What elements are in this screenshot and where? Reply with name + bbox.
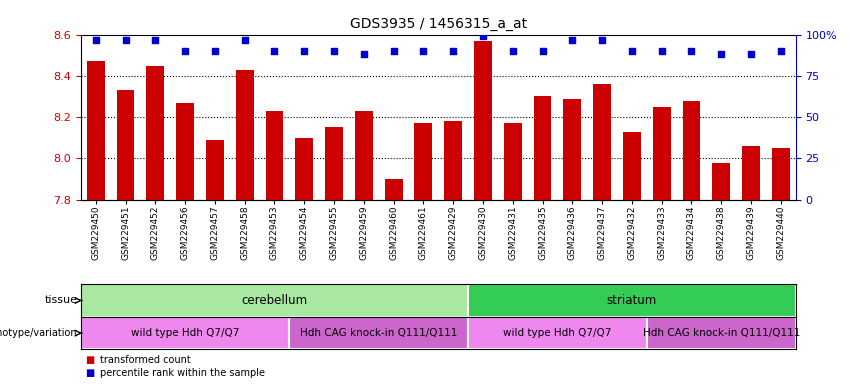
Text: wild type Hdh Q7/Q7: wild type Hdh Q7/Q7: [503, 328, 612, 338]
Bar: [712, 162, 730, 200]
Bar: [146, 66, 164, 200]
Point: [774, 48, 787, 54]
Point: [595, 36, 608, 43]
Bar: [772, 148, 790, 200]
Bar: [683, 101, 700, 200]
Bar: [87, 61, 105, 200]
Bar: [623, 132, 641, 200]
Text: striatum: striatum: [607, 294, 657, 307]
Bar: [474, 41, 492, 200]
Point: [744, 51, 757, 58]
Point: [237, 36, 252, 43]
Point: [417, 48, 430, 54]
Bar: [593, 84, 611, 200]
Text: Hdh CAG knock-in Q111/Q111: Hdh CAG knock-in Q111/Q111: [300, 328, 457, 338]
Point: [565, 36, 579, 43]
Point: [297, 48, 311, 54]
Point: [535, 48, 549, 54]
Text: cerebellum: cerebellum: [242, 294, 307, 307]
Point: [625, 48, 638, 54]
Text: wild type Hdh Q7/Q7: wild type Hdh Q7/Q7: [131, 328, 239, 338]
Point: [446, 48, 460, 54]
Point: [118, 36, 133, 43]
Bar: [504, 123, 522, 200]
Title: GDS3935 / 1456315_a_at: GDS3935 / 1456315_a_at: [350, 17, 527, 31]
Bar: [647, 317, 796, 349]
Bar: [295, 138, 313, 200]
Text: percentile rank within the sample: percentile rank within the sample: [100, 368, 266, 378]
Bar: [236, 70, 254, 200]
Bar: [266, 111, 283, 200]
Bar: [81, 284, 468, 317]
Bar: [563, 99, 581, 200]
Text: ■: ■: [85, 355, 94, 365]
Bar: [414, 123, 432, 200]
Point: [267, 48, 281, 54]
Text: tissue: tissue: [44, 295, 77, 306]
Point: [327, 48, 340, 54]
Text: ■: ■: [85, 368, 94, 378]
Bar: [742, 146, 760, 200]
Bar: [385, 179, 403, 200]
Bar: [206, 140, 224, 200]
Bar: [325, 127, 343, 200]
Text: Hdh CAG knock-in Q111/Q111: Hdh CAG knock-in Q111/Q111: [643, 328, 800, 338]
Bar: [81, 317, 289, 349]
Point: [148, 36, 162, 43]
Bar: [289, 317, 468, 349]
Bar: [468, 284, 796, 317]
Bar: [444, 121, 462, 200]
Point: [178, 48, 191, 54]
Point: [654, 48, 668, 54]
Bar: [176, 103, 194, 200]
Bar: [534, 96, 551, 200]
Point: [386, 48, 400, 54]
Point: [357, 51, 370, 58]
Point: [476, 33, 489, 39]
Point: [684, 48, 698, 54]
Point: [714, 51, 728, 58]
Text: genotype/variation: genotype/variation: [0, 328, 77, 338]
Point: [89, 36, 102, 43]
Bar: [653, 107, 671, 200]
Text: transformed count: transformed count: [100, 355, 191, 365]
Bar: [468, 317, 647, 349]
Bar: [355, 111, 373, 200]
Point: [505, 48, 519, 54]
Bar: [117, 90, 134, 200]
Point: [208, 48, 221, 54]
